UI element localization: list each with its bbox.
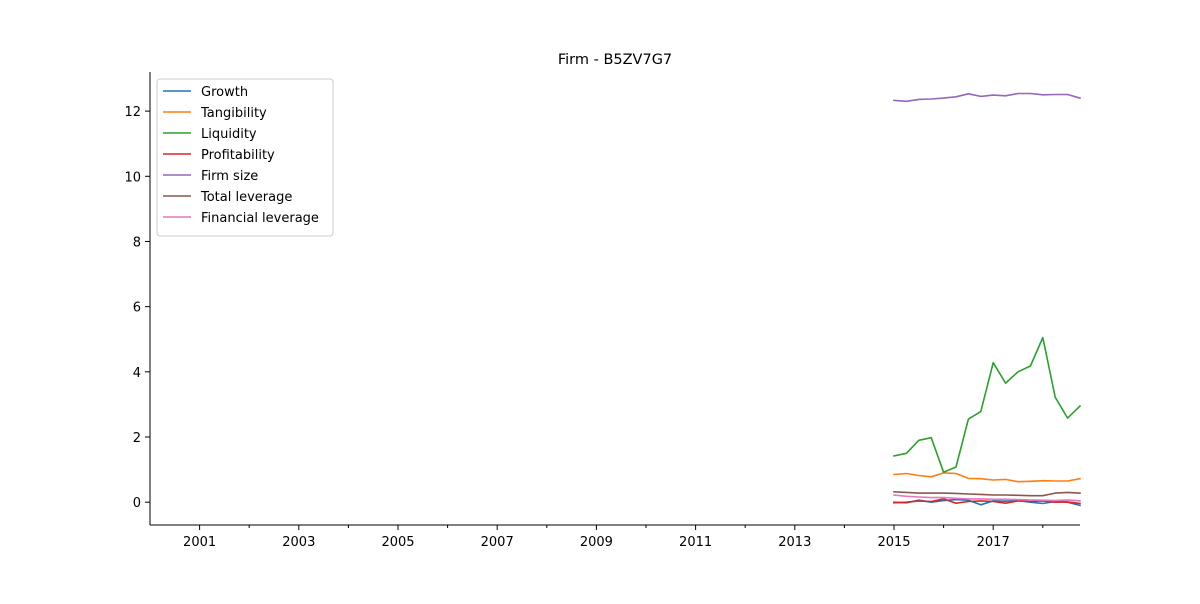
y-tick-label: 8 [133, 235, 141, 250]
x-tick-label: 2013 [778, 535, 811, 550]
legend-label-profitability: Profitability [201, 148, 275, 163]
series-line-tangibility [893, 472, 1081, 483]
x-tick-label: 2015 [877, 535, 910, 550]
y-tick-label: 12 [124, 105, 141, 120]
legend-box [156, 78, 334, 237]
chart-title: Firm - B5ZV7G7 [558, 52, 672, 68]
x-tick-label: 2011 [679, 535, 712, 550]
series-line-profitability [893, 498, 1081, 505]
y-tick-label: 10 [124, 170, 141, 185]
series-lines [893, 92, 1082, 507]
y-tick-label: 6 [133, 301, 141, 316]
legend-label-tangibility: Tangibility [200, 106, 267, 121]
x-tick-label: 2003 [282, 535, 315, 550]
x-tick-label: 2007 [481, 535, 514, 550]
series-line-total-leverage [893, 490, 1081, 497]
legend-label-firm-size: Firm size [201, 169, 258, 184]
legend-label-growth: Growth [201, 85, 248, 100]
y-tick-label: 2 [133, 431, 141, 446]
legend: Growth Tangibility Liquidity Profitability F… [156, 78, 334, 237]
series-line-liquidity [893, 336, 1082, 474]
axes: 2001 2003 2005 2007 2009 2011 2013 2015 2017 0 2 4 6… [124, 72, 1080, 550]
x-tick-label: 2017 [977, 535, 1010, 550]
legend-label-total-leverage: Total leverage [200, 190, 292, 205]
series-line-firm-size [893, 92, 1081, 103]
series-line-financial-leverage [893, 494, 1081, 502]
x-tick-label: 2005 [381, 535, 414, 550]
y-tick-label: 0 [133, 496, 141, 511]
legend-label-liquidity: Liquidity [201, 127, 257, 142]
legend-label-financial-leverage: Financial leverage [201, 211, 319, 226]
x-tick-label: 2009 [580, 535, 613, 550]
y-tick-label: 4 [133, 366, 141, 381]
x-tick-label: 2001 [183, 535, 216, 550]
